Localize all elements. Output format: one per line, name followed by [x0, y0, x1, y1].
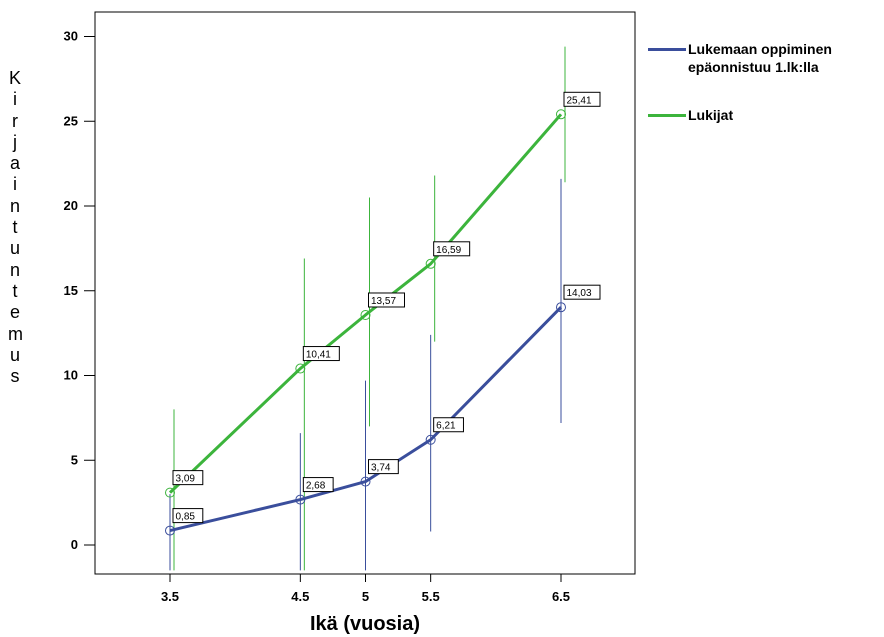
data-point [165, 525, 175, 536]
value-label-text: 13,57 [371, 296, 396, 307]
y-axis-title-letter: i [13, 174, 17, 195]
error-bars [169, 46, 566, 571]
data-point [556, 109, 566, 120]
data-point [425, 434, 436, 445]
y-axis-title-letter: t [12, 217, 18, 238]
value-label-text: 6,21 [436, 421, 456, 432]
value-label-text: 25,41 [567, 95, 592, 106]
value-label: 16,59 [433, 241, 471, 257]
legend-item-series-1: Lukemaan oppiminen epäonnistuu 1.lk:lla [648, 40, 884, 76]
value-label-text: 0,85 [176, 512, 196, 523]
data-point [425, 258, 436, 269]
value-label: 3,09 [172, 470, 204, 486]
data-point [165, 487, 175, 498]
value-label-box [172, 508, 204, 524]
y-axis-title-letter: n [9, 195, 20, 216]
value-label: 13,57 [368, 292, 405, 308]
data-point [295, 363, 306, 374]
legend-item-series-2: Lukijat [648, 106, 884, 124]
axes: 0 5 10 15 20 25 30 3.5 4.5 5 5.5 6.5 [64, 29, 571, 605]
y-axis-title-letter: u [9, 344, 20, 365]
data-point [556, 302, 566, 313]
y-axis-title-letter: u [9, 238, 20, 259]
value-label-text: 3,74 [371, 463, 391, 474]
value-label-text: 16,59 [436, 245, 461, 256]
y-axis-title-letter: m [8, 323, 23, 344]
x-tick-label: 6.5 [552, 589, 570, 604]
series-line [169, 306, 563, 533]
y-tick-label: 10 [64, 368, 78, 383]
value-label-box [433, 241, 471, 257]
y-axis-title-letter: n [9, 259, 20, 280]
y-tick-label: 20 [64, 198, 78, 213]
value-label: 3,74 [368, 459, 399, 475]
value-label-box [563, 284, 601, 300]
value-label-text: 2,68 [306, 481, 326, 492]
value-label-box [302, 346, 340, 362]
value-label-box [433, 417, 464, 433]
value-label: 6,21 [433, 417, 464, 433]
value-label-box [368, 459, 399, 475]
x-axis-title: Ikä (vuosia) [310, 613, 420, 635]
y-tick-label: 25 [64, 113, 78, 128]
value-label: 2,68 [302, 477, 334, 493]
y-axis-title-letter: a [9, 153, 20, 174]
y-axis-title-letter: K [8, 68, 21, 88]
value-label: 25,41 [563, 91, 601, 107]
y-axis-title-letter: r [12, 110, 18, 131]
data-point [295, 494, 306, 505]
y-axis-title-letter: s [10, 366, 20, 387]
y-tick-label: 5 [71, 452, 78, 467]
series-line [168, 113, 563, 494]
data-point [360, 309, 371, 320]
value-label-box [563, 91, 601, 107]
legend-label: Lukemaan oppiminen epäonnistuu 1.lk:lla [688, 41, 832, 75]
data-point [360, 476, 371, 487]
y-axis-title-letter: j [13, 131, 17, 152]
value-label-text: 14,03 [567, 288, 592, 299]
y-axis-title-letter: t [12, 280, 18, 301]
legend-swatch [648, 114, 686, 117]
y-axis-title-letter: i [13, 89, 17, 110]
y-axis-title-letter: e [9, 302, 20, 323]
value-label-box [368, 292, 405, 308]
value-labels: 0,85 2,68 3,74 6,21 14,03 3,09 10,41 13,57 16,59… [172, 91, 601, 524]
x-tick-label: 4.5 [291, 589, 309, 604]
series-lines [165, 109, 566, 536]
legend-swatch [648, 48, 686, 51]
value-label: 10,41 [302, 346, 340, 362]
value-label-text: 10,41 [306, 350, 331, 361]
x-tick-label: 5 [362, 589, 369, 604]
y-tick-label: 0 [71, 537, 78, 552]
value-label: 14,03 [563, 284, 601, 300]
legend-label: Lukijat [688, 107, 734, 123]
x-tick-label: 5.5 [422, 589, 440, 604]
x-tick-label: 3.5 [161, 589, 179, 604]
y-tick-label: 30 [64, 29, 78, 44]
legend: Lukemaan oppiminen epäonnistuu 1.lk:lla … [648, 40, 884, 154]
value-label: 0,85 [172, 508, 204, 524]
y-tick-label: 15 [64, 283, 78, 298]
value-label-text: 3,09 [176, 474, 196, 485]
value-label-box [172, 470, 204, 486]
value-label-box [302, 477, 334, 493]
